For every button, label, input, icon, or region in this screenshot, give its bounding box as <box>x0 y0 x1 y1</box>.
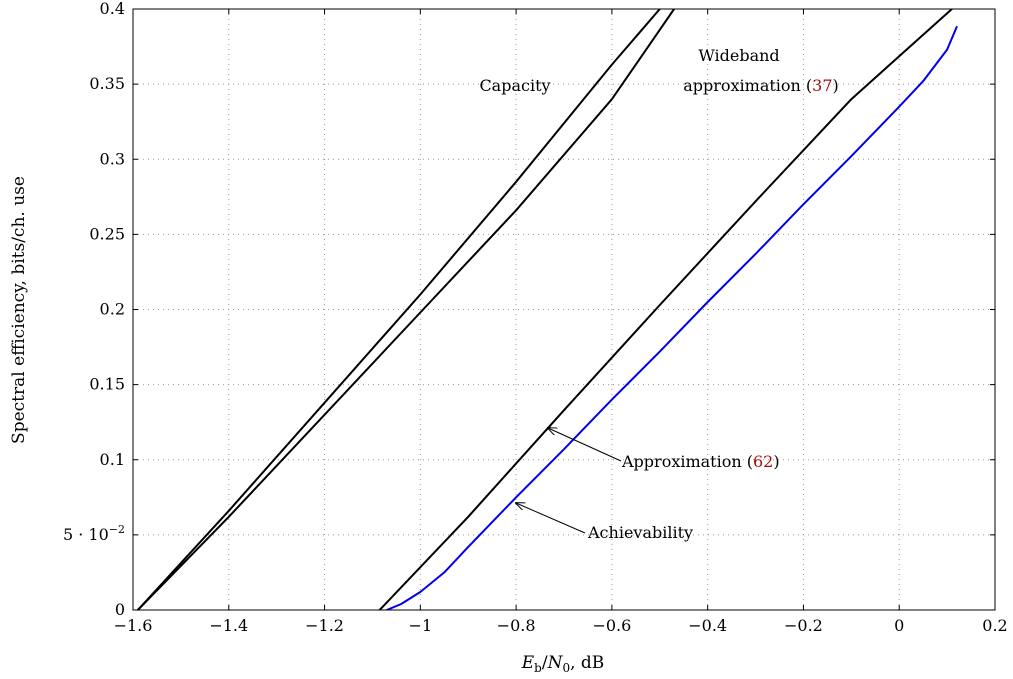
y-tick-label: 0.25 <box>89 224 125 243</box>
y-axis-label: Spectral efficiency, bits/ch. use <box>9 176 29 444</box>
y-tick-label: 0.2 <box>100 300 125 319</box>
approximation-label: Approximation (62) <box>621 452 780 471</box>
y-tick-label: 0.35 <box>89 74 125 93</box>
y-tick-label: 0 <box>115 600 125 619</box>
grid-lines <box>133 9 995 610</box>
wideband-approximation-curve <box>136 9 676 610</box>
y-tick-label: 5 · 10−2 <box>63 523 125 544</box>
x-tick-label: −1.6 <box>114 616 153 635</box>
x-tick-label: 0.2 <box>982 616 1007 635</box>
x-tick-label: −0.2 <box>784 616 823 635</box>
y-tick-label: 0.3 <box>100 149 125 168</box>
wideband-label-line2: approximation (37) <box>683 76 839 95</box>
approximation-ref-link[interactable]: 62 <box>753 452 773 471</box>
achievability-label: Achievability <box>587 523 693 542</box>
series-lines <box>136 9 958 610</box>
tick-marks <box>132 8 996 611</box>
x-tick-label: −1.2 <box>305 616 344 635</box>
x-tick-label: −0.6 <box>592 616 631 635</box>
x-axis-label: Eb/N0, dB <box>521 653 605 675</box>
approximation-arrow <box>548 428 622 462</box>
x-tick-label: 0 <box>894 616 904 635</box>
wideband-ref-link[interactable]: 37 <box>812 76 832 95</box>
achievability-arrow <box>516 503 586 534</box>
y-tick-label: 0.4 <box>100 0 125 18</box>
capacity-label: Capacity <box>479 76 550 95</box>
x-tick-label: −0.4 <box>688 616 727 635</box>
x-tick-label: −1 <box>409 616 433 635</box>
wideband-label-line1: Wideband <box>698 46 779 65</box>
capacity-curve <box>136 9 661 610</box>
x-tick-labels: −1.6 −1.4 −1.2 −1 −0.8 −0.6 −0.4 −0.2 0 0.2 <box>114 616 1008 635</box>
y-tick-labels: 0 5 · 10−2 0.1 0.15 0.2 0.25 0.3 0.35 0.4 <box>63 0 125 619</box>
achievability-curve <box>385 26 958 610</box>
y-tick-label: 0.1 <box>100 450 125 469</box>
x-tick-label: −0.8 <box>497 616 536 635</box>
y-tick-label: 0.15 <box>89 375 125 394</box>
x-tick-label: −1.4 <box>209 616 248 635</box>
approximation-curve <box>378 9 953 610</box>
